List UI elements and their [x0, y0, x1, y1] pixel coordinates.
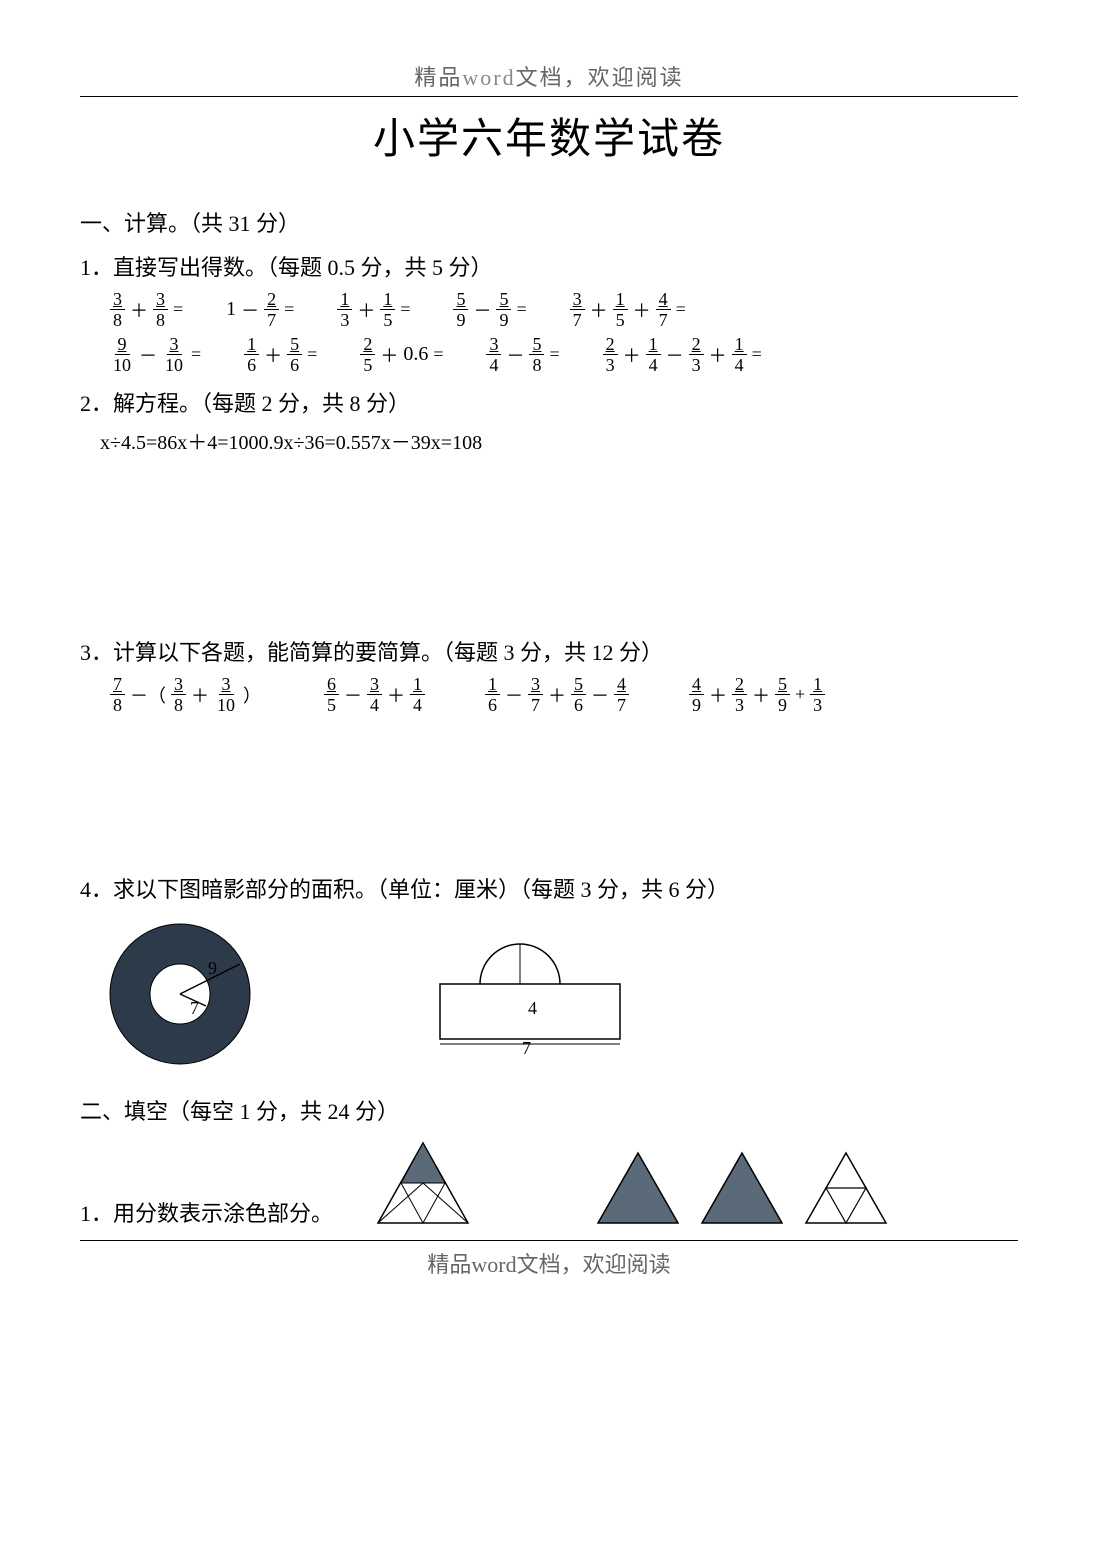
wm-prefix: 精品	[414, 65, 462, 90]
footer-rule	[80, 1240, 1018, 1241]
ring-outer-label: 9	[208, 958, 217, 978]
header-watermark: 精品word文档，欢迎阅读	[80, 60, 1018, 92]
ring-inner-label: 7	[190, 998, 199, 1018]
p3e3: 16 － 37 ＋ 56 － 47	[485, 675, 629, 714]
p1-row1: 38 ＋ 38 = 1 － 27 = 13 ＋ 15 = 59 － 59 = 3…	[110, 290, 1018, 329]
footer-watermark: 精品word文档，欢迎阅读	[80, 1247, 1018, 1279]
p1r2e3: 25 ＋ 0.6 =	[360, 335, 446, 374]
page-title: 小学六年数学试卷	[80, 105, 1018, 166]
p3e2: 65 － 34 ＋ 14	[324, 675, 425, 714]
p1r2e1: 910 － 310 =	[110, 335, 204, 374]
p3-row: 78 －（ 38 ＋ 310 ） 65 － 34 ＋ 14 16 － 37 ＋ …	[110, 675, 1018, 714]
figures-row: 9 7 4 7	[100, 914, 1018, 1074]
p1-row2: 910 － 310 = 16 ＋ 56 = 25 ＋ 0.6 = 34 － 58…	[110, 335, 1018, 374]
p1r2e2: 16 ＋ 56 =	[244, 335, 320, 374]
problem-2-head: 2．解方程。（每题 2 分，共 8 分）	[80, 386, 1018, 418]
p1r1e1: 38 ＋ 38 =	[110, 290, 186, 329]
tri-3	[801, 1148, 891, 1228]
section-2-head: 二、填空（每空 1 分，共 24 分）	[80, 1094, 1018, 1126]
figure-ring: 9 7	[100, 914, 260, 1074]
figure-tri-set	[593, 1148, 891, 1228]
p1r1e5: 37 ＋ 15 ＋ 47 =	[570, 290, 689, 329]
p3e1: 78 －（ 38 ＋ 310 ）	[110, 675, 264, 714]
problem-2-line: x÷4.5=86x＋4=1000.9x÷36=0.557x－39x=108	[100, 426, 1018, 455]
problem-4-head: 4．求以下图暗影部分的面积。（单位：厘米）（每题 3 分，共 6 分）	[80, 872, 1018, 904]
tri-2	[697, 1148, 787, 1228]
p3e4: 49 ＋ 23 ＋ 59 + 13	[689, 675, 825, 714]
p1r1e4: 59 － 59 =	[453, 290, 529, 329]
wm-suffix: 文档，欢迎阅读	[516, 65, 684, 90]
header-rule	[80, 96, 1018, 97]
problem-2-1-head: 1．用分数表示涂色部分。	[80, 1196, 333, 1228]
section-1-head: 一、计算。（共 31 分）	[80, 206, 1018, 238]
figure-tri-subdiv	[373, 1138, 473, 1228]
wm-word: word	[462, 65, 515, 90]
semirect-w: 7	[522, 1038, 531, 1054]
semirect-h: 4	[528, 998, 537, 1018]
p1r2e4: 34 － 58 =	[486, 335, 562, 374]
p1r1e2: 1 － 27 =	[226, 290, 297, 329]
p1r1e3: 13 ＋ 15 =	[337, 290, 413, 329]
figure-semirect: 4 7	[420, 914, 640, 1054]
problem-3-head: 3．计算以下各题，能简算的要简算。（每题 3 分，共 12 分）	[80, 635, 1018, 667]
tri-1	[593, 1148, 683, 1228]
problem-1-head: 1．直接写出得数。（每题 0.5 分，共 5 分）	[80, 250, 1018, 282]
p1r2e5: 23 ＋ 14 － 23 ＋ 14 =	[603, 335, 765, 374]
